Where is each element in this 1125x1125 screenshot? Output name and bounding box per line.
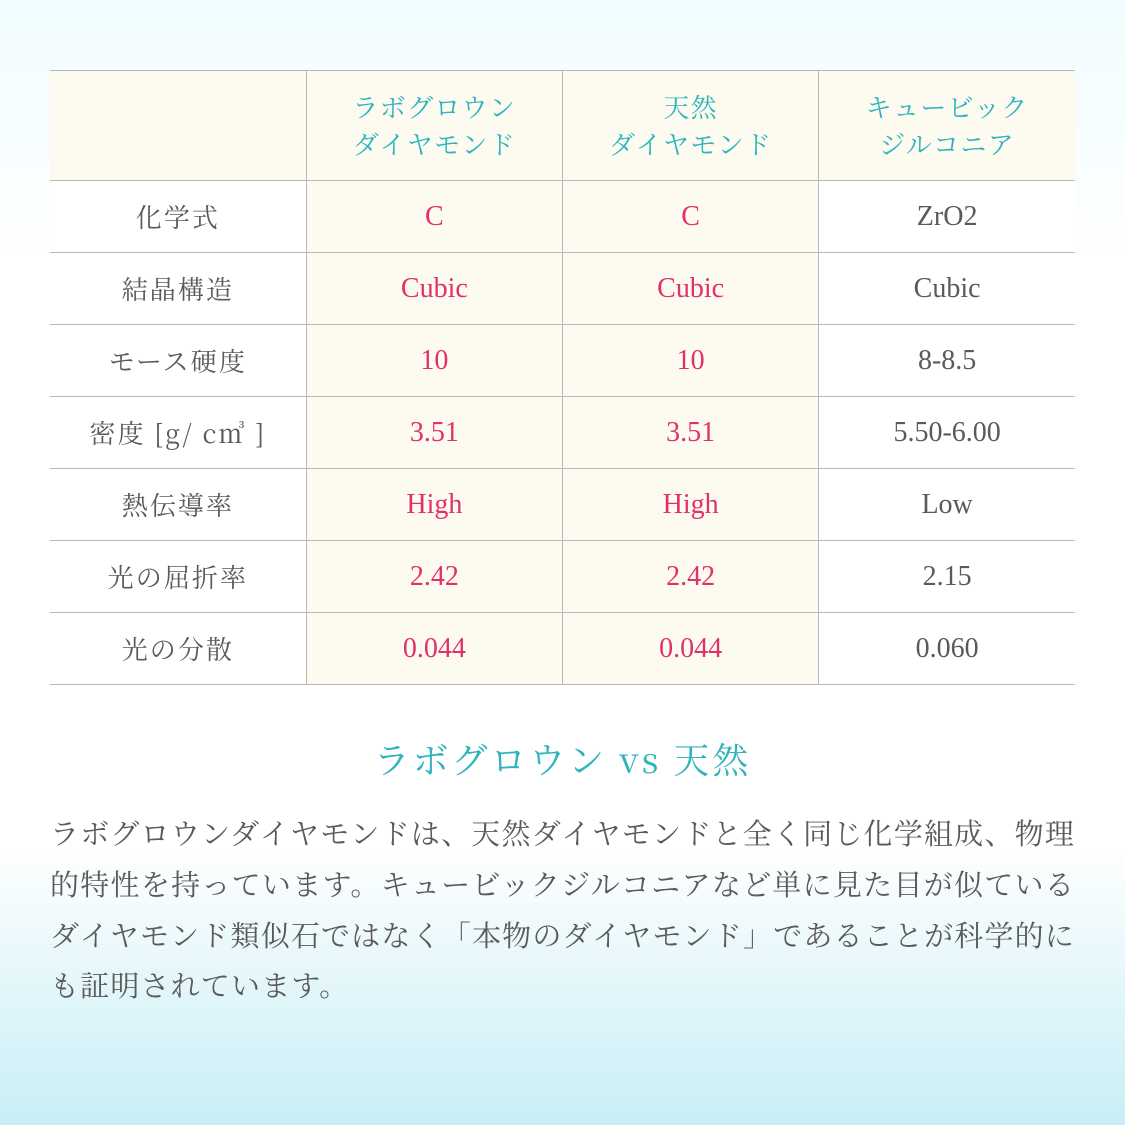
cell: C (306, 181, 562, 253)
cell: 10 (563, 325, 819, 397)
table-row: 結晶構造 Cubic Cubic Cubic (50, 253, 1075, 325)
table-header-row: ラボグロウンダイヤモンド 天然ダイヤモンド キュービックジルコニア (50, 71, 1075, 181)
cell: 2.42 (563, 541, 819, 613)
row-label: 密度 [g/ c㎥ ] (50, 397, 306, 469)
cell: 2.15 (819, 541, 1075, 613)
cell: Cubic (306, 253, 562, 325)
row-label: 光の分散 (50, 613, 306, 685)
row-label: 化学式 (50, 181, 306, 253)
table-row: 密度 [g/ c㎥ ] 3.51 3.51 5.50-6.00 (50, 397, 1075, 469)
row-label: モース硬度 (50, 325, 306, 397)
cell: Low (819, 469, 1075, 541)
table-header-empty (50, 71, 306, 181)
table-row: 光の屈折率 2.42 2.42 2.15 (50, 541, 1075, 613)
cell: C (563, 181, 819, 253)
table-row: モース硬度 10 10 8-8.5 (50, 325, 1075, 397)
row-label: 光の屈折率 (50, 541, 306, 613)
cell: 10 (306, 325, 562, 397)
cell: 3.51 (306, 397, 562, 469)
cell: 2.42 (306, 541, 562, 613)
cell: Cubic (819, 253, 1075, 325)
table-row: 熱伝導率 High High Low (50, 469, 1075, 541)
table-header-col1: ラボグロウンダイヤモンド (306, 71, 562, 181)
cell: High (306, 469, 562, 541)
cell: 0.060 (819, 613, 1075, 685)
row-label: 結晶構造 (50, 253, 306, 325)
cell: High (563, 469, 819, 541)
section-title: ラボグロウン vs 天然 (50, 733, 1075, 784)
cell: 5.50-6.00 (819, 397, 1075, 469)
cell: Cubic (563, 253, 819, 325)
comparison-table: ラボグロウンダイヤモンド 天然ダイヤモンド キュービックジルコニア 化学式 C … (50, 70, 1075, 685)
cell: 0.044 (306, 613, 562, 685)
table-row: 化学式 C C ZrO2 (50, 181, 1075, 253)
cell: 3.51 (563, 397, 819, 469)
table-row: 光の分散 0.044 0.044 0.060 (50, 613, 1075, 685)
cell: ZrO2 (819, 181, 1075, 253)
section-body: ラボグロウンダイヤモンドは、天然ダイヤモンドと全く同じ化学組成、物理的特性を持っ… (50, 808, 1075, 1011)
table-header-col3: キュービックジルコニア (819, 71, 1075, 181)
row-label: 熱伝導率 (50, 469, 306, 541)
cell: 8-8.5 (819, 325, 1075, 397)
table-header-col2: 天然ダイヤモンド (563, 71, 819, 181)
cell: 0.044 (563, 613, 819, 685)
